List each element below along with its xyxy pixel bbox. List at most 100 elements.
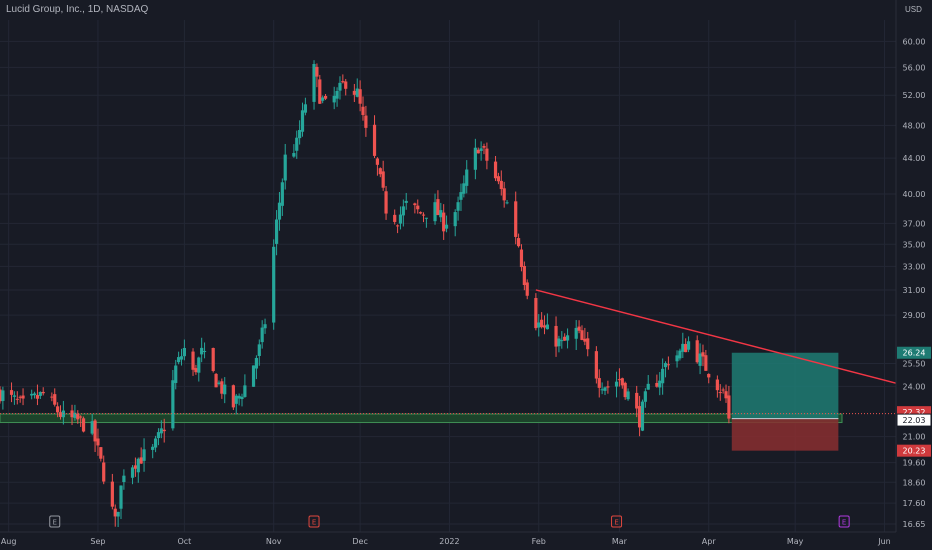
candle-body — [519, 249, 524, 268]
candle-body — [254, 357, 259, 369]
candle-body — [436, 199, 440, 216]
candle-body — [413, 203, 417, 206]
candle — [695, 335, 699, 364]
candle-body — [133, 465, 138, 469]
candle-body — [433, 202, 437, 222]
candle — [364, 105, 368, 137]
candle-body — [681, 343, 685, 352]
candle-body — [540, 319, 544, 328]
candle-body — [12, 395, 17, 397]
candle — [151, 443, 155, 459]
candle — [56, 402, 60, 418]
candle — [600, 382, 604, 395]
candle-body — [381, 171, 385, 188]
candle — [439, 202, 443, 223]
candle-body — [395, 225, 400, 227]
candles — [0, 60, 731, 527]
candle-body — [378, 168, 382, 175]
candle-body — [718, 392, 722, 394]
candle-body — [277, 202, 282, 220]
candle — [519, 244, 524, 272]
candle-body — [102, 462, 106, 482]
candle-body — [315, 66, 319, 77]
earnings-marker-icon[interactable]: E — [308, 515, 320, 528]
candle-body — [398, 214, 403, 224]
candle-body — [0, 389, 2, 402]
price-axis[interactable]: 60.00 56.00 52.00 48.00 44.00 40.00 37.00 35.00… — [895, 0, 932, 550]
candle — [102, 455, 106, 485]
candle-body — [505, 202, 509, 204]
candle-body — [364, 115, 368, 128]
candle-body — [502, 188, 506, 201]
candle-body — [32, 393, 37, 396]
candle — [580, 325, 584, 341]
candle-body — [658, 380, 662, 388]
candle — [231, 384, 235, 411]
earnings-marker-icon[interactable]: E — [49, 515, 61, 528]
candle — [272, 239, 276, 330]
candle — [312, 60, 316, 110]
candle — [540, 312, 544, 329]
candle-body — [53, 394, 57, 405]
candle — [73, 404, 77, 421]
candle-body — [283, 154, 287, 181]
candle-body — [303, 104, 307, 113]
time-axis[interactable]: Aug Sep Oct Nov Dec 2022 Feb Mar Apr May Jun E E E E — [0, 515, 896, 546]
price-label-text: 20.23 — [903, 447, 926, 456]
candle — [355, 78, 359, 98]
candle — [32, 391, 37, 399]
candle — [686, 336, 691, 353]
candle-body — [646, 383, 650, 390]
candle-body — [231, 385, 235, 408]
candle — [499, 170, 503, 196]
candle-body — [202, 350, 207, 352]
candle-body — [727, 395, 731, 419]
candle-body — [554, 325, 558, 347]
candle — [433, 193, 437, 225]
earnings-marker-icon[interactable]: E — [838, 515, 850, 528]
candle — [139, 447, 143, 464]
candle — [274, 210, 279, 256]
candle — [76, 410, 80, 424]
candle-body — [234, 395, 238, 404]
candle — [156, 428, 161, 446]
candle-body — [514, 201, 518, 237]
candle-body — [678, 350, 682, 359]
candle-body — [597, 378, 601, 388]
candle — [58, 405, 63, 420]
candle-body — [153, 438, 158, 448]
candle — [79, 415, 83, 427]
price-label-text: 22.32 — [903, 408, 926, 417]
candle-body — [21, 395, 25, 399]
candle — [658, 372, 662, 396]
earnings-marker-icon[interactable]: E — [611, 515, 623, 528]
candle — [234, 393, 238, 415]
candle — [514, 191, 518, 245]
candle-body — [35, 395, 40, 399]
candle-body — [485, 148, 489, 161]
y-tick-label: 48.00 — [903, 121, 926, 130]
candle-body — [384, 191, 388, 214]
candle-body — [707, 373, 711, 378]
earnings-marker-label: E — [312, 519, 316, 527]
candle-body — [444, 224, 449, 229]
price-label-target: 26.24 — [897, 346, 931, 359]
candle — [81, 416, 86, 433]
candle-body — [217, 382, 221, 384]
candle — [378, 167, 382, 178]
currency-label[interactable]: USD — [905, 5, 922, 14]
candle-body — [93, 420, 97, 442]
candle-body — [338, 82, 342, 91]
candle-body — [701, 352, 705, 357]
candle — [21, 388, 25, 406]
candle-body — [139, 457, 143, 464]
candle-body — [295, 137, 299, 151]
candle — [257, 339, 261, 366]
candle-body — [182, 347, 186, 357]
candle-body — [637, 406, 642, 428]
y-tick-label: 60.00 — [903, 37, 926, 46]
candle-body — [197, 357, 201, 373]
y-tick-label: 35.00 — [903, 240, 926, 249]
